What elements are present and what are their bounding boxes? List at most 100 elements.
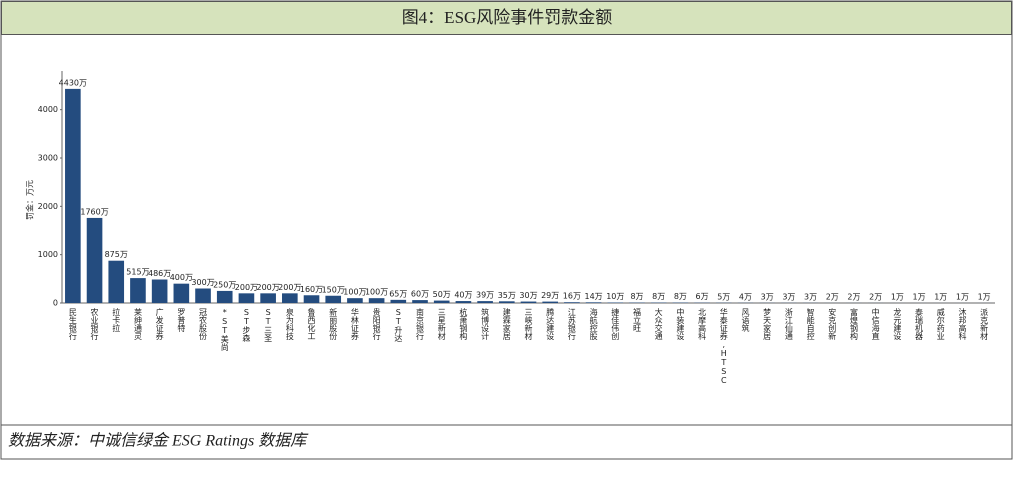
x-tick-label: 华泰证券,HTSC <box>719 307 728 385</box>
bar <box>282 293 298 303</box>
y-axis-label: 罚金：万元 <box>25 180 35 220</box>
x-tick-label: 三峡新材 <box>524 308 533 340</box>
value-label: 4万 <box>739 292 752 301</box>
x-tick-label: 广发证券 <box>155 307 164 341</box>
bar <box>564 302 580 303</box>
value-label: 1万 <box>891 292 904 301</box>
bar <box>369 298 385 303</box>
x-tick-label: 富煌钢构 <box>849 307 858 341</box>
bar <box>260 293 276 303</box>
x-tick-label: 三星新材 <box>437 308 446 340</box>
x-tick-label: 中装建设 <box>676 307 685 341</box>
x-tick-label: 建霖家居 <box>502 307 511 341</box>
x-tick-label: ST步森 <box>242 308 251 343</box>
bar <box>347 298 363 303</box>
x-tick-label: 沐邦高科 <box>958 307 967 341</box>
x-tick-label: 智能自控 <box>806 307 815 341</box>
x-tick-label: *ST美尚 <box>220 308 229 352</box>
value-label: 1万 <box>956 292 969 301</box>
value-label: 200万 <box>278 283 301 292</box>
value-label: 2万 <box>847 292 860 301</box>
value-label: 65万 <box>389 289 407 298</box>
bar <box>391 300 407 303</box>
x-tick-label: 冠农股份 <box>199 308 208 341</box>
x-tick-label: 莱绅通灵 <box>133 307 142 341</box>
value-label: 14万 <box>584 292 602 301</box>
x-tick-label: 海航控股 <box>589 307 598 341</box>
value-label: 2万 <box>869 292 882 301</box>
x-tick-label: 大众交通 <box>654 307 663 341</box>
x-tick-label: ST三圣 <box>264 308 273 342</box>
value-label: 10万 <box>606 292 624 301</box>
bar <box>108 261 124 303</box>
x-tick-label: 泉为科技 <box>285 307 294 341</box>
y-tick-label: 0 <box>53 299 58 308</box>
value-label: 30万 <box>519 291 537 300</box>
value-label: 250万 <box>213 280 236 289</box>
value-label: 8万 <box>630 292 643 301</box>
x-tick-label: 捷佳伟创 <box>611 307 620 341</box>
source: 数据来源：中诚信绿金 ESG Ratings 数据库 <box>8 432 309 450</box>
bar <box>325 296 341 303</box>
x-tick-label: 新丽股份 <box>329 307 338 341</box>
value-label: 200万 <box>235 283 258 292</box>
bar <box>195 289 211 304</box>
chart-title: 图4：ESG风险事件罚款金额 <box>402 8 613 27</box>
value-label: 1万 <box>978 292 991 301</box>
value-label: 39万 <box>476 291 494 300</box>
x-tick-label: 浙江仙通 <box>784 307 793 341</box>
value-label: 875万 <box>105 250 128 259</box>
value-label: 200万 <box>256 283 279 292</box>
value-label: 29万 <box>541 291 559 300</box>
bar <box>130 278 146 303</box>
bar <box>412 300 428 303</box>
y-tick-label: 3000 <box>38 154 58 163</box>
x-tick-label: 鲁西化工 <box>307 307 316 340</box>
x-tick-label: 腾达建设 <box>546 307 555 341</box>
value-label: 6万 <box>696 292 709 301</box>
y-tick-label: 4000 <box>38 105 58 114</box>
x-tick-label: 江苏银行 <box>567 308 576 341</box>
y-tick-label: 2000 <box>38 202 58 211</box>
x-tick-label: 罗普特 <box>177 308 186 332</box>
frame <box>1 1 1012 459</box>
value-label: 40万 <box>454 291 472 300</box>
bar <box>217 291 233 303</box>
bar <box>239 293 255 303</box>
bar <box>477 301 493 303</box>
x-tick-label: 民生银行 <box>68 308 77 341</box>
x-tick-label: 风语筑 <box>741 308 750 333</box>
bar <box>87 218 103 303</box>
value-label: 1760万 <box>80 207 108 216</box>
value-label: 400万 <box>170 273 193 282</box>
bar <box>456 301 472 303</box>
value-label: 60万 <box>411 290 429 299</box>
value-label: 8万 <box>652 292 665 301</box>
x-tick-label: 安克创新 <box>828 307 837 341</box>
bar <box>174 284 190 303</box>
x-tick-label: 派克新材 <box>980 308 989 340</box>
x-tick-label: 福立旺 <box>632 308 641 332</box>
value-label: 486万 <box>148 269 171 278</box>
bar <box>152 280 168 303</box>
bar <box>65 89 81 303</box>
value-label: 35万 <box>498 291 516 300</box>
x-tick-label: 农业银行 <box>90 307 99 341</box>
value-label: 4430万 <box>59 78 87 87</box>
bar <box>521 302 537 303</box>
bar <box>304 295 320 303</box>
x-tick-label: ST升达 <box>394 308 403 343</box>
x-tick-label: 北摩高科 <box>698 308 707 341</box>
value-label: 5万 <box>717 292 730 301</box>
value-label: 3万 <box>782 292 795 301</box>
bar <box>586 302 602 303</box>
value-label: 8万 <box>674 292 687 301</box>
x-tick-label: 贵阳银行 <box>372 307 381 341</box>
value-label: 3万 <box>761 292 774 301</box>
value-label: 515万 <box>126 268 149 277</box>
x-tick-label: 龙元建设 <box>893 307 902 341</box>
value-label: 3万 <box>804 292 817 301</box>
value-label: 300万 <box>191 278 214 287</box>
value-label: 16万 <box>563 292 581 301</box>
